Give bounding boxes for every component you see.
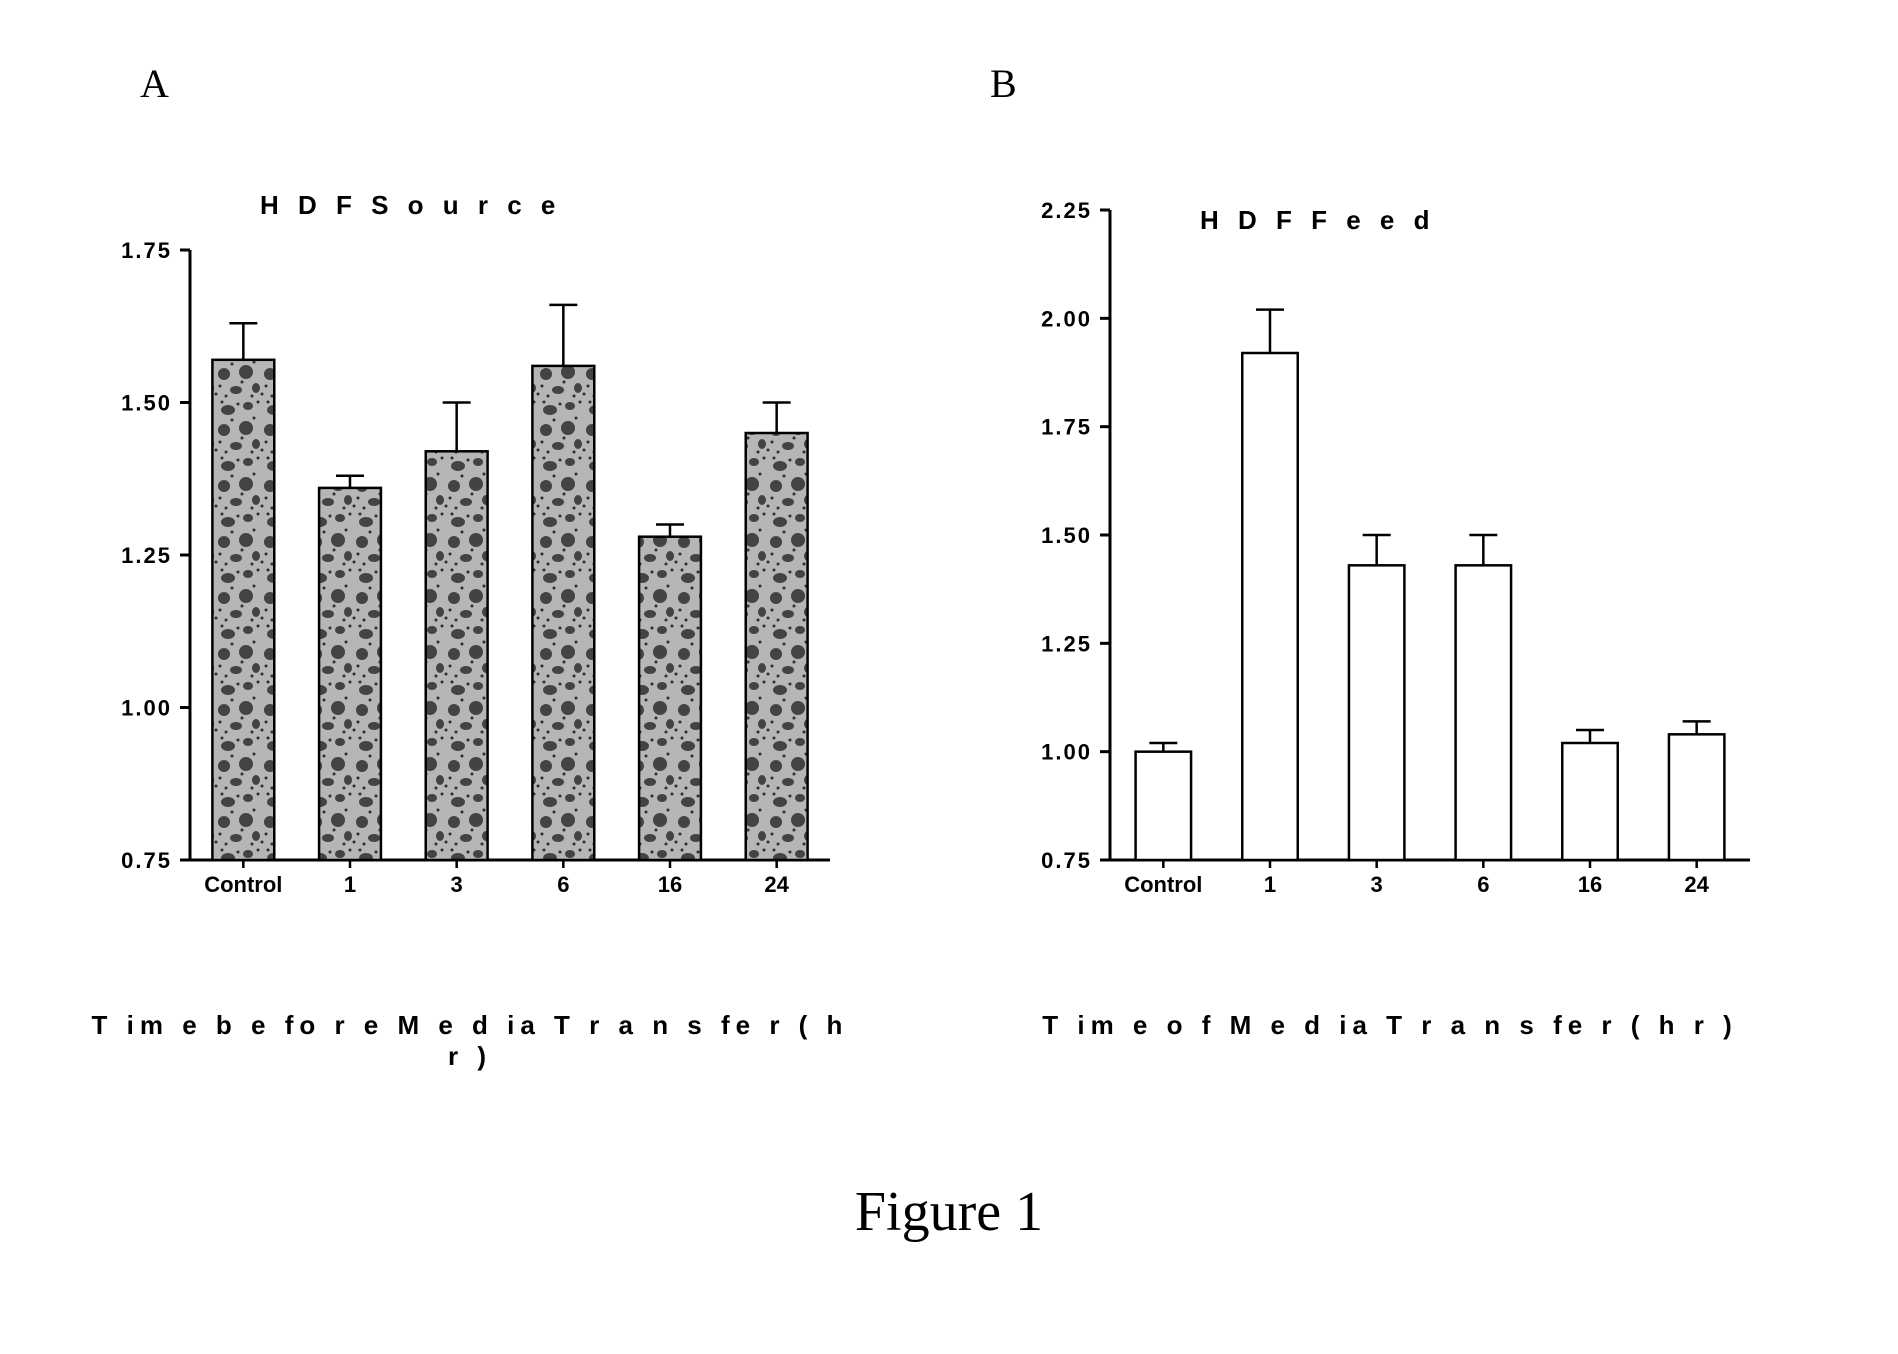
bar — [746, 433, 808, 860]
bar — [319, 488, 381, 860]
xcat-label: 1 — [1264, 872, 1276, 897]
bar — [212, 360, 274, 860]
ytick-label: 0.75 — [1041, 848, 1092, 873]
xcat-label: 16 — [1578, 872, 1602, 897]
ytick-label: 1.50 — [1041, 523, 1092, 548]
xcat-label: 1 — [344, 872, 356, 897]
ytick-label: 1.50 — [121, 391, 172, 416]
xcat-label: 6 — [557, 872, 569, 897]
ytick-label: 1.25 — [1041, 631, 1092, 656]
ytick-label: 1.75 — [121, 238, 172, 263]
bar — [1456, 565, 1511, 860]
chart-a-xlabel: T im e b e fo r e M e d ia T r a n s fe … — [80, 1010, 860, 1072]
xcat-label: Control — [204, 872, 282, 897]
chart-b: 0.75 1.00 1.25 1.50 1.75 2.00 2.25 Control 1 3 6 16… — [1000, 190, 1780, 950]
xcat-label: 3 — [451, 872, 463, 897]
chart-a: 0.75 1.00 1.25 1.50 1.75 Control 1 3 6 16 24 — [80, 230, 860, 950]
bar — [532, 366, 594, 860]
bar — [1349, 565, 1404, 860]
ytick-label: 2.00 — [1041, 306, 1092, 331]
xcat-label: 3 — [1371, 872, 1383, 897]
xcat-label: 16 — [658, 872, 682, 897]
chart-b-xlabel: T im e o f M e d ia T r a n s fe r ( h r… — [1000, 1010, 1780, 1041]
xcat-label: 6 — [1477, 872, 1489, 897]
bar — [639, 537, 701, 860]
xcat-label: Control — [1124, 872, 1202, 897]
ytick-label: 1.25 — [121, 543, 172, 568]
ytick-label: 0.75 — [121, 848, 172, 873]
bar — [1242, 353, 1297, 860]
figure-caption: Figure 1 — [0, 1180, 1898, 1244]
ytick-label: 1.00 — [121, 696, 172, 721]
bar — [1136, 752, 1191, 860]
xcat-label: 24 — [1684, 872, 1709, 897]
xcat-label: 24 — [764, 872, 789, 897]
ytick-label: 1.75 — [1041, 415, 1092, 440]
panel-b-label: B — [990, 60, 1017, 107]
panel-a-label: A — [140, 60, 169, 107]
ytick-label: 2.25 — [1041, 198, 1092, 223]
chart-a-title: H D F S o u r c e — [260, 190, 561, 221]
ytick-label: 1.00 — [1041, 740, 1092, 765]
bar — [1562, 743, 1617, 860]
bar — [426, 451, 488, 860]
bar — [1669, 734, 1724, 860]
